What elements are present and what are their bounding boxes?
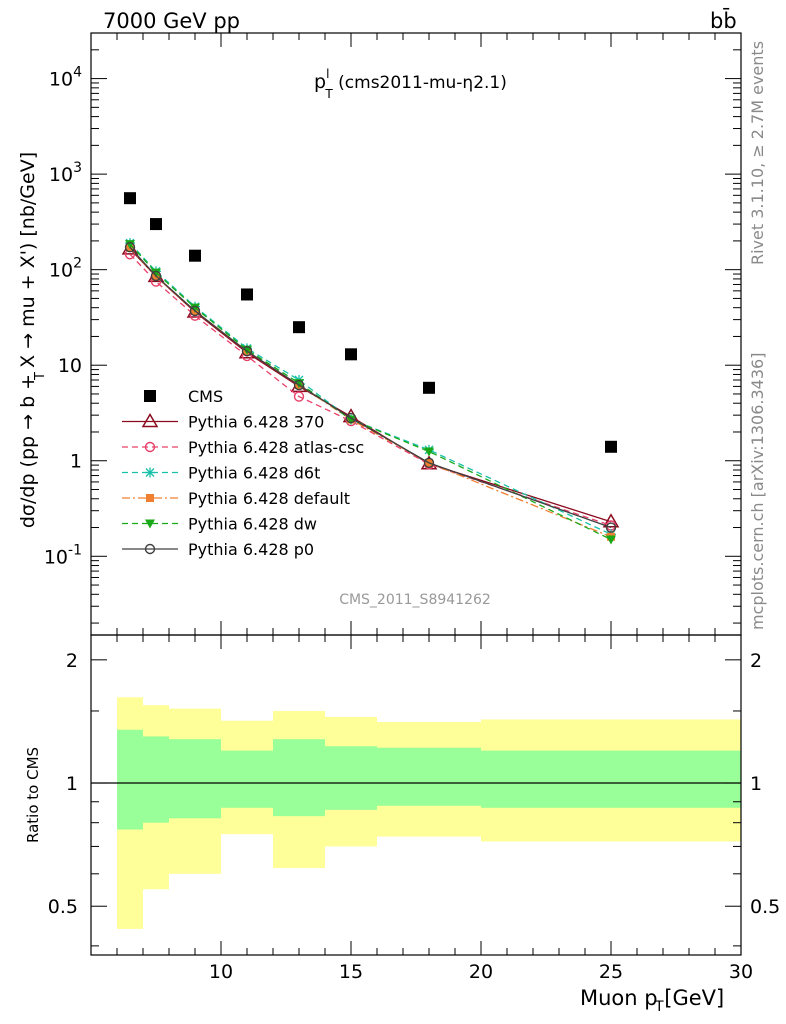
mcplots-note: mcplots.cern.ch [arXiv:1306.3436] xyxy=(748,353,767,630)
plot-title-tail: (cms2011-mu-η2.1) xyxy=(333,73,507,93)
ratio-band-inner xyxy=(221,750,273,808)
legend-marker xyxy=(146,494,154,502)
legend-marker xyxy=(141,413,159,428)
data-point xyxy=(293,379,305,391)
data-point xyxy=(124,241,136,253)
data-point xyxy=(293,391,305,402)
legend-label: Pythia 6.428 p0 xyxy=(188,540,314,559)
data-point xyxy=(345,348,357,361)
legend-item-dw: Pythia 6.428 dw xyxy=(122,515,317,534)
legend-marker xyxy=(144,390,156,402)
legend-item-default: Pythia 6.428 default xyxy=(122,489,350,508)
data-point xyxy=(241,346,253,357)
x-tick-label: 25 xyxy=(599,961,623,983)
data-point xyxy=(423,381,435,394)
legend-label: Pythia 6.428 default xyxy=(188,489,350,508)
data-point xyxy=(190,303,200,313)
legend-marker xyxy=(144,441,156,453)
legend-item-d6t: Pythia 6.428 d6t xyxy=(122,464,320,483)
plot-title: pl T (cms2011-mu-η2.1) xyxy=(314,67,507,101)
ratio-band-inner xyxy=(325,746,377,810)
legend-label: Pythia 6.428 atlas-csc xyxy=(188,438,364,457)
data-point xyxy=(150,218,162,231)
data-point xyxy=(189,305,201,317)
x-axis-label-sub: T xyxy=(654,999,664,1015)
y-tick-label: 103 xyxy=(49,160,82,186)
plot-title-sup: l xyxy=(326,67,329,81)
data-point xyxy=(424,447,434,457)
data-point xyxy=(150,270,162,282)
legend-label: Pythia 6.428 d6t xyxy=(188,464,320,483)
legend-marker xyxy=(145,467,155,478)
ratio-band-inner xyxy=(143,736,169,823)
data-point xyxy=(151,268,161,278)
y-tick-label: 10-1 xyxy=(44,542,82,568)
rivet-note: Rivet 3.1.10, ≥ 2.7M events xyxy=(748,41,767,265)
ratio-y-tick-label-right: 0.5 xyxy=(750,896,780,918)
data-point xyxy=(125,240,135,250)
ratio-y-tick-label-right: 1 xyxy=(750,773,762,795)
ratio-band-inner xyxy=(169,739,221,819)
y-tick-label: 10 xyxy=(58,355,82,377)
ratio-y-tick-label: 1 xyxy=(66,773,78,795)
data-point xyxy=(605,522,617,533)
legend-marker xyxy=(145,519,155,529)
legend-marker xyxy=(144,543,156,555)
x-tick-label: 10 xyxy=(209,961,233,983)
legend-item-p370: Pythia 6.428 370 xyxy=(122,413,324,432)
plot-title-sub: T xyxy=(324,87,333,101)
x-axis-label: Muon p [GeV] xyxy=(580,986,724,1010)
ratio-band-inner xyxy=(481,750,741,808)
data-point xyxy=(605,440,617,453)
data-point xyxy=(241,288,253,301)
legend-label: Pythia 6.428 370 xyxy=(188,413,324,432)
ratio-band-inner xyxy=(117,729,143,830)
series-line xyxy=(129,246,612,529)
ratio-y-tick-label: 2 xyxy=(66,650,78,672)
y-tick-label: 1 xyxy=(70,451,82,473)
header-energy: 7000 GeV pp xyxy=(103,9,240,33)
series-line xyxy=(129,243,612,541)
ratio-y-label: Ratio to CMS xyxy=(24,747,42,843)
legend-label: CMS xyxy=(188,387,223,406)
legend: CMS Pythia 6.428 370 Pythia 6.428 atlas-cs… xyxy=(122,387,364,559)
ratio-band-inner xyxy=(377,747,481,806)
data-point xyxy=(606,535,616,545)
legend-item-p0: Pythia 6.428 p0 xyxy=(122,540,314,559)
legend-item-atlas: Pythia 6.428 atlas-csc xyxy=(122,438,364,457)
y-tick-label: 102 xyxy=(49,256,82,282)
series-p0 xyxy=(124,241,617,533)
data-point xyxy=(124,192,136,205)
analysis-id: CMS_2011_S8941262 xyxy=(339,592,491,608)
star-stroke xyxy=(145,468,155,477)
data-point xyxy=(423,457,435,469)
ratio-y-tick-label-right: 2 xyxy=(750,650,762,672)
x-tick-label: 20 xyxy=(469,961,493,983)
y-axis-label-text: dσ/dp (pp → b + X → mu + X') [nb/GeV] xyxy=(17,152,39,528)
y-axis-label-sub: T xyxy=(33,372,48,381)
plot-title-main: p xyxy=(314,71,326,93)
series-line xyxy=(129,242,612,535)
series-line xyxy=(129,253,612,527)
legend-item-cms: CMS xyxy=(144,387,223,406)
series-p370 xyxy=(121,240,620,528)
ratio-panel: 10 15 20 25 30 2 2 1 1 0.5 0.5 xyxy=(48,634,780,983)
ratio-y-tick-label: 0.5 xyxy=(48,896,78,918)
data-point xyxy=(189,249,201,262)
ratio-frame xyxy=(90,634,742,956)
y-tick-label: 104 xyxy=(49,65,82,91)
y-axis-label: dσ/dp (pp → b + X → mu + X') [nb/GeV] xyxy=(17,152,39,528)
x-tick-label: 30 xyxy=(729,961,753,983)
series-cms xyxy=(124,192,617,453)
data-point xyxy=(602,513,620,528)
data-point xyxy=(346,415,356,425)
legend-label: Pythia 6.428 dw xyxy=(188,515,317,534)
ratio-band-inner xyxy=(273,739,325,817)
header-process: bb̄ xyxy=(710,8,737,33)
data-point xyxy=(293,321,305,334)
data-point xyxy=(345,412,357,424)
x-tick-label: 15 xyxy=(339,961,363,983)
